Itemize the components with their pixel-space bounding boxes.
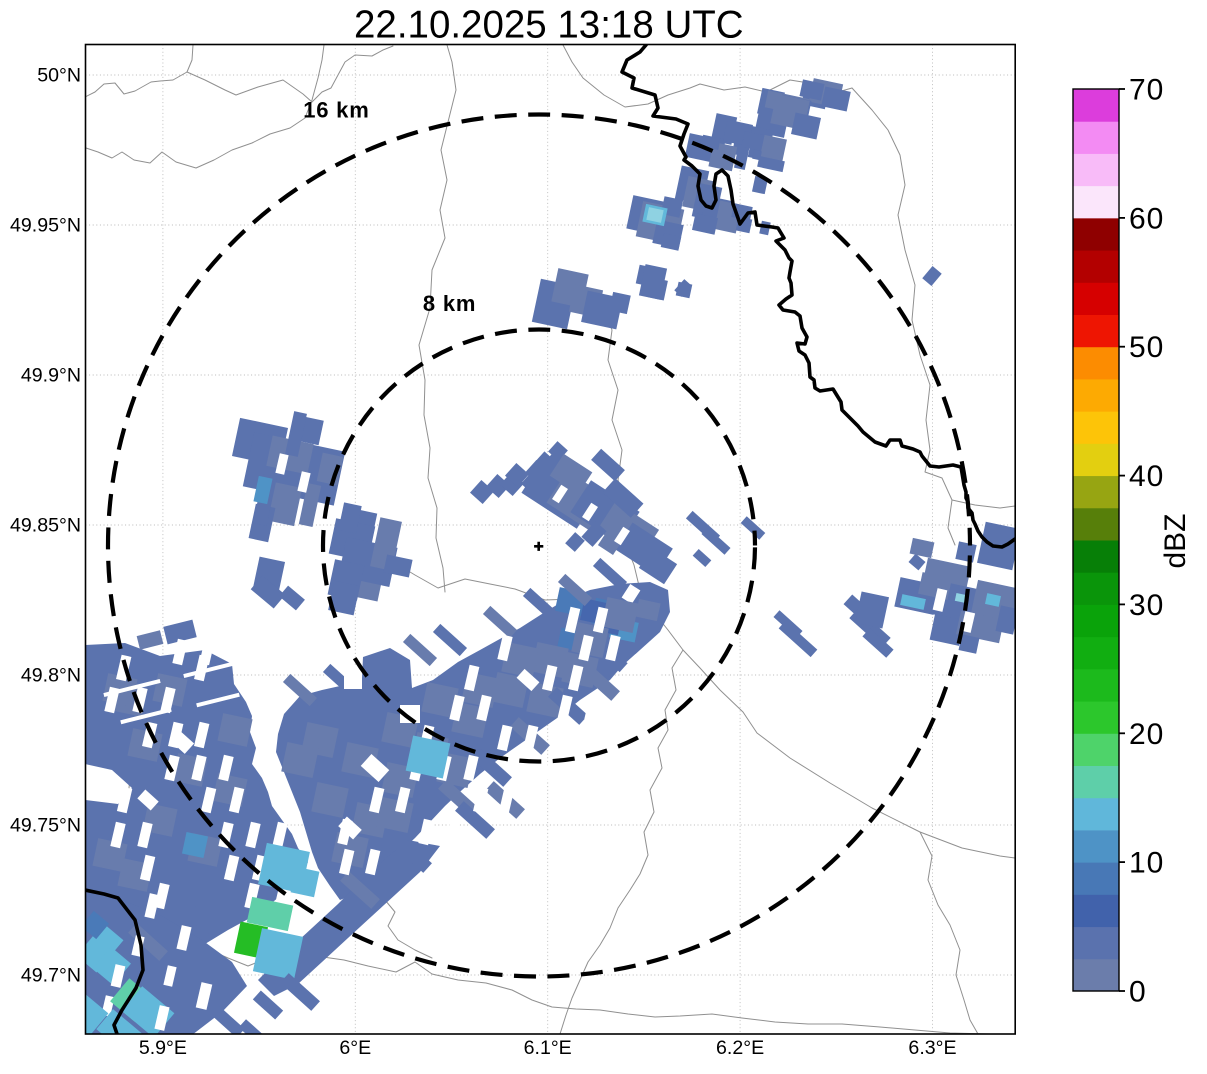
svg-text:6°E: 6°E — [339, 1037, 371, 1059]
svg-text:5.9°E: 5.9°E — [139, 1037, 187, 1059]
svg-text:49.85°N: 49.85°N — [10, 515, 81, 537]
svg-text:49.7°N: 49.7°N — [21, 965, 81, 987]
svg-text:49.9°N: 49.9°N — [21, 365, 81, 387]
svg-text:50: 50 — [1129, 331, 1164, 364]
svg-text:20: 20 — [1129, 718, 1164, 751]
svg-text:6.3°E: 6.3°E — [908, 1037, 956, 1059]
svg-text:70: 70 — [1129, 74, 1164, 107]
svg-text:0: 0 — [1129, 976, 1147, 1009]
svg-text:40: 40 — [1129, 460, 1164, 493]
svg-text:6.1°E: 6.1°E — [524, 1037, 572, 1059]
svg-text:8 km: 8 km — [423, 291, 476, 316]
svg-text:49.95°N: 49.95°N — [10, 215, 81, 237]
svg-text:49.8°N: 49.8°N — [21, 665, 81, 687]
svg-text:30: 30 — [1129, 589, 1164, 622]
svg-text:10: 10 — [1129, 847, 1164, 880]
svg-text:22.10.2025 13:18 UTC: 22.10.2025 13:18 UTC — [354, 4, 744, 47]
svg-text:dBZ: dBZ — [1159, 513, 1192, 568]
svg-text:60: 60 — [1129, 202, 1164, 235]
svg-text:6.2°E: 6.2°E — [716, 1037, 764, 1059]
svg-text:49.75°N: 49.75°N — [10, 815, 81, 837]
svg-text:50°N: 50°N — [37, 65, 81, 87]
svg-text:16 km: 16 km — [303, 97, 369, 122]
